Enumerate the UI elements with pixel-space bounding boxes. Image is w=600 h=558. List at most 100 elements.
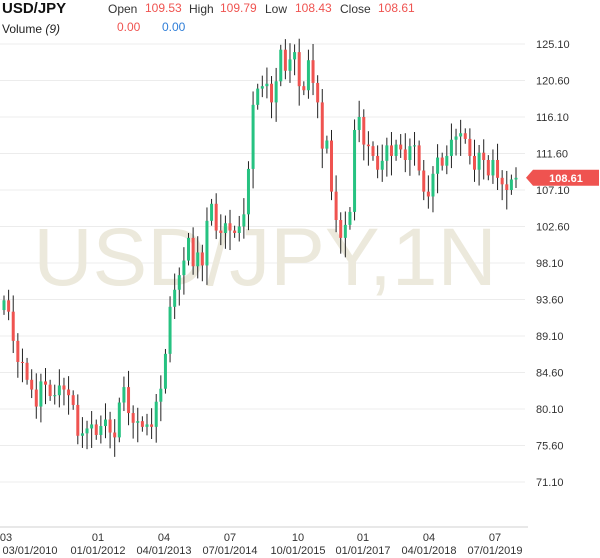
candle-body [468, 138, 472, 156]
last-price-marker: 108.61 [526, 169, 599, 186]
candle-body [62, 385, 66, 390]
candle-body [436, 157, 440, 174]
quote-header: USD/JPY Open 109.53 High 109.79 Low 108.… [0, 0, 600, 40]
candle [136, 407, 140, 443]
candle [445, 145, 449, 175]
candle [449, 123, 453, 169]
x-tick-label: 01 [92, 532, 104, 544]
x-tick-label: 03 [0, 532, 12, 544]
candle-body [353, 129, 357, 212]
candle-body [454, 136, 458, 140]
candle-body [219, 230, 223, 233]
y-tick-label: 93.60 [536, 295, 564, 307]
candle [94, 419, 98, 440]
candle [472, 139, 476, 182]
candle [436, 144, 440, 194]
candle-body [57, 385, 61, 396]
candle [459, 119, 463, 156]
candle-body [422, 170, 426, 192]
y-tick-label: 71.10 [536, 477, 564, 489]
candle-body [154, 401, 158, 427]
candle [200, 244, 204, 282]
candle-body [431, 173, 435, 197]
candle-body [242, 214, 246, 227]
candle [482, 139, 486, 180]
candle-body [371, 146, 375, 156]
candle-body [39, 381, 43, 407]
candle-body [325, 140, 329, 149]
candle-body [122, 387, 126, 403]
candle-body [11, 311, 15, 341]
candle [454, 128, 458, 156]
candle [486, 155, 490, 181]
candle [163, 348, 167, 394]
candle-body [44, 381, 48, 385]
candle-body [316, 82, 320, 103]
candle-body [223, 223, 227, 233]
y-tick-label: 84.60 [536, 368, 564, 380]
candle-body [200, 252, 204, 266]
candle [7, 289, 11, 321]
candle-body [163, 353, 167, 389]
candle-body [108, 419, 112, 433]
x-date-label: 03/01/2010 [2, 545, 57, 557]
candle-body [127, 387, 131, 414]
x-date-label: 07/01/2014 [202, 545, 257, 557]
candle-body [472, 155, 476, 170]
candle-body [48, 384, 52, 397]
time-axis[interactable]: 03 01 04 07 10 01 04 07 03/01/2010 01/01/2012 04/0… [0, 526, 528, 557]
y-tick-label: 102.60 [536, 222, 570, 234]
candle-body [445, 155, 449, 166]
candle [283, 39, 287, 80]
candle [311, 44, 315, 96]
candle [67, 376, 71, 415]
candle [57, 369, 61, 408]
candle-body [99, 426, 103, 435]
candle-body [270, 83, 274, 103]
candle [325, 135, 329, 154]
last-price-tag [526, 169, 599, 186]
candle [122, 376, 126, 412]
candle [491, 149, 495, 184]
candle-body [343, 224, 347, 238]
candle-body [94, 424, 98, 435]
candle [408, 138, 412, 176]
candle-body [145, 424, 149, 427]
candle [196, 236, 200, 279]
candle-body [187, 237, 191, 261]
candle-body [302, 86, 306, 91]
candle [357, 100, 361, 143]
candle [214, 193, 218, 240]
x-date-label: 01/01/2017 [335, 545, 390, 557]
volume-indicator: Volume (9) [2, 22, 60, 36]
candle [154, 393, 158, 443]
candle-body [191, 237, 195, 267]
x-date-label: 04/01/2013 [136, 545, 191, 557]
candle-body [449, 139, 453, 156]
candle-body [85, 428, 89, 434]
candle [131, 405, 135, 439]
candle [279, 44, 283, 87]
candle [173, 273, 177, 319]
candle [219, 214, 223, 246]
candle-body [509, 179, 513, 190]
candle [76, 394, 80, 445]
candle [380, 144, 384, 182]
candle-body [196, 252, 200, 267]
candle [103, 403, 107, 439]
candle [297, 38, 301, 106]
x-date-label: 04/01/2018 [401, 545, 456, 557]
candle-body [500, 177, 504, 185]
x-tick-label: 07 [224, 532, 236, 544]
candle-body [385, 145, 389, 161]
candle [371, 141, 375, 161]
high-label: High [189, 2, 214, 16]
candle [389, 132, 393, 176]
price-axis[interactable]: 125.10 120.60 116.10 111.60 107.10 102.60 98.1… [536, 39, 570, 489]
candle [334, 175, 338, 233]
x-date-label: 07/01/2019 [467, 545, 522, 557]
candle-body [417, 145, 421, 171]
candle [260, 75, 264, 98]
candle [205, 207, 209, 285]
